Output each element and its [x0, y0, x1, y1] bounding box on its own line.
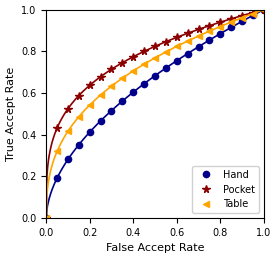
Pocket	[164, 40, 168, 43]
Table	[88, 103, 91, 106]
Pocket	[121, 61, 124, 64]
Table	[45, 217, 48, 220]
Table	[142, 63, 146, 66]
Pocket	[230, 17, 233, 20]
Pocket	[66, 107, 70, 110]
Hand	[132, 91, 135, 94]
Hand	[208, 39, 211, 42]
Table	[55, 150, 59, 153]
Legend: Hand, Pocket, Table: Hand, Pocket, Table	[192, 166, 259, 213]
Hand	[153, 74, 157, 77]
Pocket	[77, 94, 81, 97]
Table	[208, 30, 211, 33]
Pocket	[110, 68, 113, 71]
Table	[77, 115, 81, 118]
Pocket	[99, 75, 102, 78]
Hand	[186, 52, 189, 55]
Hand	[197, 45, 200, 48]
Table	[164, 51, 168, 54]
Hand	[230, 26, 233, 29]
Pocket	[251, 11, 255, 14]
Hand	[45, 217, 48, 220]
Pocket	[219, 21, 222, 24]
Pocket	[208, 24, 211, 27]
Table	[240, 16, 244, 19]
Pocket	[153, 45, 157, 48]
Hand	[219, 32, 222, 35]
Hand	[121, 99, 124, 103]
Hand	[99, 119, 102, 123]
Hand	[164, 67, 168, 70]
Pocket	[132, 55, 135, 58]
Table	[230, 20, 233, 24]
Pocket	[240, 14, 244, 17]
Table	[175, 45, 178, 48]
Hand	[142, 82, 146, 85]
Pocket	[142, 50, 146, 53]
Line: Pocket: Pocket	[42, 6, 268, 222]
Table	[251, 12, 255, 15]
Pocket	[262, 8, 265, 11]
Hand	[175, 59, 178, 62]
Hand	[251, 14, 255, 17]
Hand	[66, 158, 70, 161]
Hand	[240, 20, 244, 23]
Table	[153, 56, 157, 59]
Pocket	[45, 217, 48, 220]
Pocket	[175, 36, 178, 39]
Table	[132, 69, 135, 73]
Table	[262, 8, 265, 11]
Table	[110, 85, 113, 88]
Pocket	[88, 84, 91, 87]
Pocket	[186, 32, 189, 35]
Table	[186, 40, 189, 43]
Table	[121, 77, 124, 80]
Table	[66, 130, 70, 133]
Hand	[262, 8, 265, 11]
Table	[99, 93, 102, 97]
Line: Table: Table	[43, 6, 267, 222]
Pocket	[55, 126, 59, 130]
X-axis label: False Accept Rate: False Accept Rate	[106, 243, 204, 254]
Pocket	[197, 28, 200, 31]
Hand	[110, 109, 113, 112]
Hand	[55, 176, 59, 179]
Hand	[77, 143, 81, 146]
Hand	[88, 131, 91, 134]
Line: Hand: Hand	[43, 6, 267, 221]
Y-axis label: True Accept Rate: True Accept Rate	[6, 67, 16, 161]
Table	[219, 25, 222, 28]
Table	[197, 34, 200, 38]
